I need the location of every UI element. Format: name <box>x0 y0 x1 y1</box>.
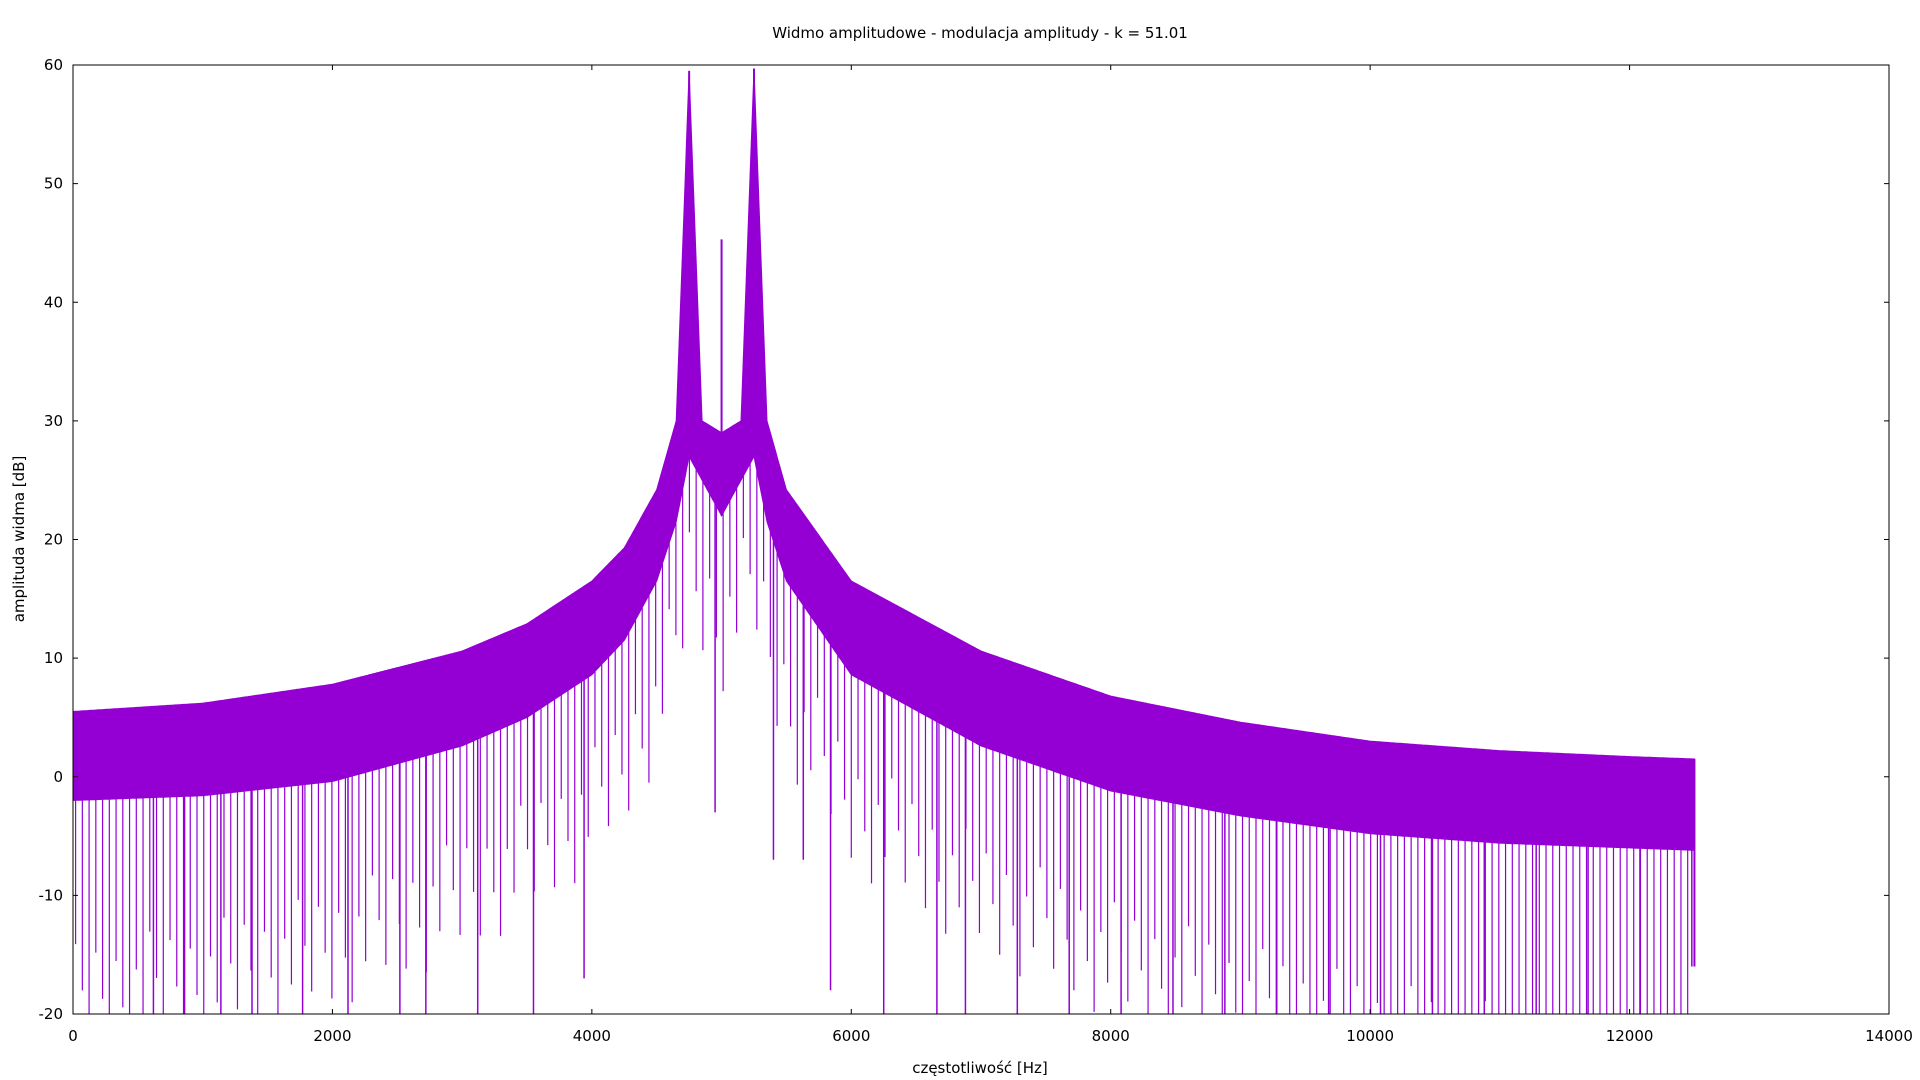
x-tick-label: 2000 <box>313 1027 351 1045</box>
x-tick-label: 12000 <box>1606 1027 1654 1045</box>
x-tick-label: 8000 <box>1092 1027 1130 1045</box>
x-axis: 0 2000 4000 6000 8000 10000 12000 14000 <box>68 65 1913 1045</box>
y-tick-label: 30 <box>44 412 63 430</box>
y-tick-label: 20 <box>44 531 63 549</box>
y-tick-label: 50 <box>44 175 63 193</box>
x-tick-label: 14000 <box>1865 1027 1913 1045</box>
y-tick-label: 40 <box>44 293 63 311</box>
x-axis-label: częstotliwość [Hz] <box>912 1059 1048 1077</box>
y-tick-label: 10 <box>44 649 63 667</box>
spectrum-series <box>73 68 1696 1014</box>
y-axis: -20 -10 0 10 20 30 40 50 60 <box>39 56 1889 1023</box>
y-axis-label: amplituda widma [dB] <box>10 456 28 623</box>
data-layer <box>73 68 1696 1014</box>
y-tick-label: -20 <box>39 1005 64 1023</box>
chart-title: Widmo amplitudowe - modulacja amplitudy … <box>772 24 1188 42</box>
y-tick-label: -10 <box>39 886 64 904</box>
x-tick-label: 0 <box>68 1027 78 1045</box>
x-tick-label: 4000 <box>573 1027 611 1045</box>
x-tick-label: 6000 <box>832 1027 870 1045</box>
x-tick-label: 10000 <box>1346 1027 1394 1045</box>
y-tick-label: 60 <box>44 56 63 74</box>
y-tick-label: 0 <box>53 768 63 786</box>
